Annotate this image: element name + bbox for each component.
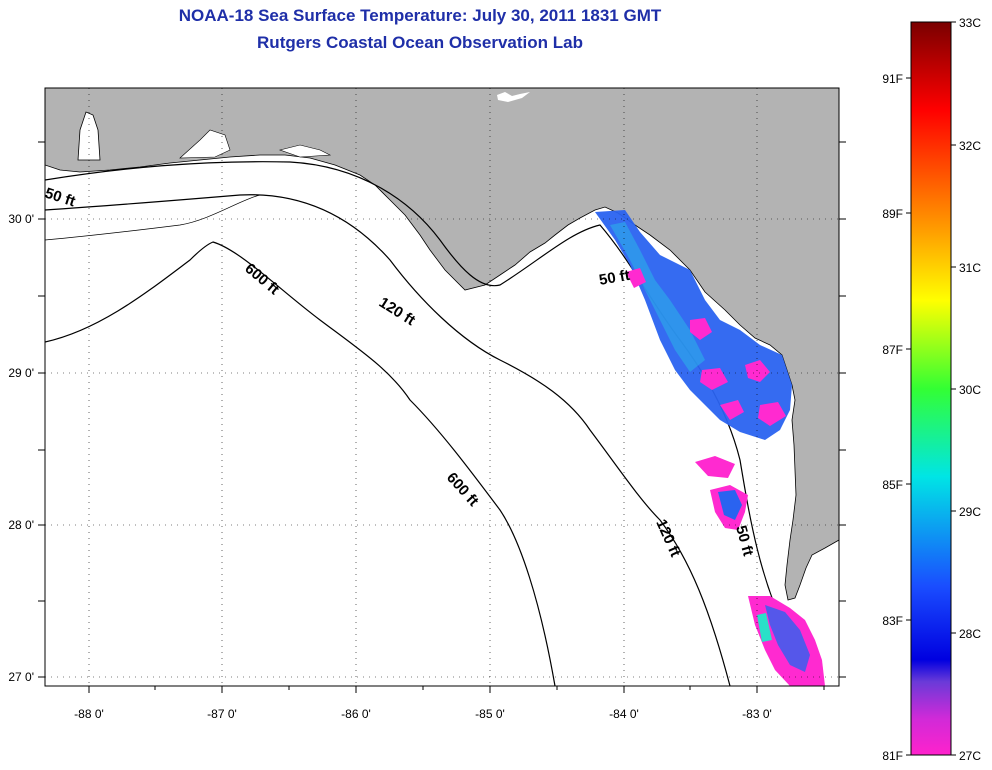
colorbar-celsius-label: 33C [959, 16, 981, 30]
map-frame [44, 87, 840, 687]
sst-swath-south-blue [765, 605, 810, 672]
lon-label: -84 0' [609, 707, 639, 721]
sst-swath-south-cyan [757, 613, 772, 642]
colorbar-fahrenheit-label: 91F [882, 72, 903, 86]
land-area [45, 88, 839, 601]
colorbar-celsius-label: 30C [959, 383, 981, 397]
colorbar [910, 21, 952, 756]
bay-shape [278, 144, 332, 158]
colorbar-celsius-label: 28C [959, 627, 981, 641]
lon-label: -88 0' [74, 707, 104, 721]
contour-shore [45, 194, 261, 241]
sst-swath-cyan [610, 222, 705, 372]
colorbar-fahrenheit-label: 81F [882, 749, 903, 763]
colorbar-fahrenheit-label: 85F [882, 478, 903, 492]
bay-shape [179, 129, 231, 159]
lon-label: -86 0' [341, 707, 371, 721]
colorbar-fahrenheit-label: 87F [882, 343, 903, 357]
colorbar-celsius-label: 27C [959, 749, 981, 763]
colorbar-fahrenheit-label: 89F [882, 207, 903, 221]
lat-label: 27 0' [8, 670, 34, 684]
lat-label: 28 0' [8, 518, 34, 532]
lake-shape [497, 92, 530, 102]
lat-label: 29 0' [8, 366, 34, 380]
contour-50ft [45, 161, 821, 686]
sst-swath [595, 210, 825, 686]
sst-swath-pink [626, 268, 786, 426]
lat-label: 30 0' [8, 212, 34, 226]
colorbar-fahrenheit-label: 83F [882, 614, 903, 628]
colorbar-ticks [906, 21, 956, 756]
frame-ticks [38, 141, 846, 693]
graticule [45, 88, 839, 686]
colorbar-celsius-label: 29C [959, 505, 981, 519]
contour-label: 50 ft [598, 267, 631, 289]
lon-label: -87 0' [207, 707, 237, 721]
colorbar-celsius-label: 31C [959, 261, 981, 275]
contour-600ft [45, 241, 556, 686]
sst-swath-mid-blue [718, 490, 742, 520]
lon-label: -85 0' [475, 707, 505, 721]
contour-120ft [45, 194, 731, 686]
colorbar-celsius-label: 32C [959, 139, 981, 153]
lon-label: -83 0' [742, 707, 772, 721]
map-title: NOAA-18 Sea Surface Temperature: July 30… [178, 6, 662, 25]
map-subtitle: Rutgers Coastal Ocean Observation Lab [257, 33, 583, 52]
